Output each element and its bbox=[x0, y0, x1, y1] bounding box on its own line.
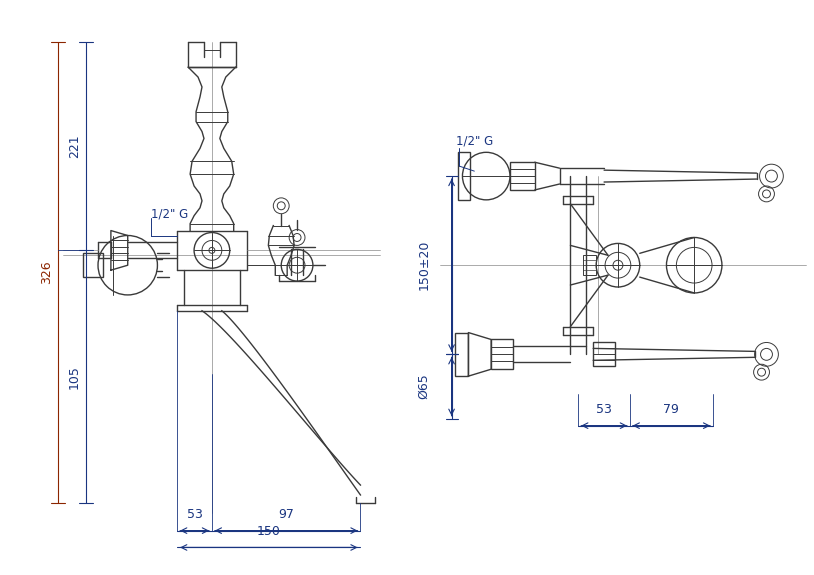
Text: Ø65: Ø65 bbox=[418, 374, 431, 400]
Bar bbox=[510, 162, 535, 190]
Text: 105: 105 bbox=[68, 365, 81, 389]
Bar bbox=[584, 255, 596, 275]
Bar bbox=[491, 339, 513, 369]
Text: 326: 326 bbox=[40, 261, 53, 285]
Bar bbox=[454, 332, 468, 376]
Text: 150±20: 150±20 bbox=[418, 240, 431, 290]
Text: 1/2" G: 1/2" G bbox=[456, 135, 492, 148]
Bar bbox=[593, 343, 615, 366]
Text: 53: 53 bbox=[596, 402, 612, 416]
Text: 221: 221 bbox=[68, 135, 81, 158]
Text: 97: 97 bbox=[278, 508, 294, 521]
Bar bbox=[458, 152, 470, 200]
Text: 150: 150 bbox=[257, 524, 281, 538]
Text: 79: 79 bbox=[663, 402, 680, 416]
Text: 53: 53 bbox=[186, 508, 203, 521]
Bar bbox=[83, 254, 103, 277]
Text: 1/2" G: 1/2" G bbox=[151, 207, 188, 220]
